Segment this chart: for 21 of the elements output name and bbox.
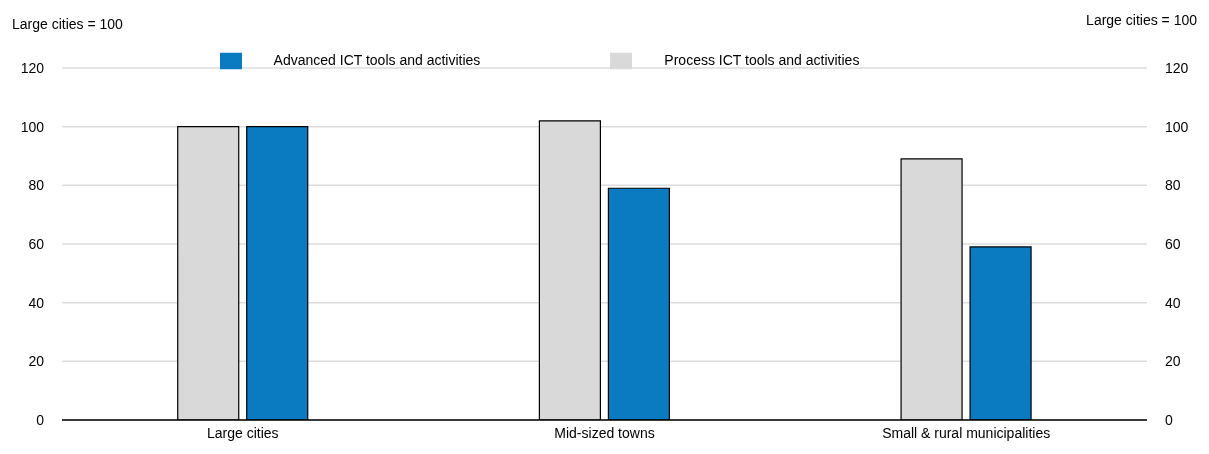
y2-tick-label: 60 bbox=[1165, 235, 1181, 252]
y-tick-label: 60 bbox=[28, 235, 45, 252]
y-tick-label: 80 bbox=[28, 177, 45, 194]
y-tick-label: 20 bbox=[28, 353, 45, 370]
legend-label: Advanced ICT tools and activities bbox=[273, 52, 481, 69]
y2-tick-label: 40 bbox=[1165, 294, 1181, 311]
y2-tick-label: 120 bbox=[1165, 59, 1189, 76]
x-tick-label: Large cities bbox=[207, 424, 279, 441]
y2-tick-label: 20 bbox=[1165, 353, 1181, 370]
y2-tick-label: 100 bbox=[1165, 118, 1189, 135]
y2-tick-label: 80 bbox=[1165, 177, 1181, 194]
y-tick-label: 40 bbox=[28, 294, 45, 311]
x-tick-label: Small & rural municipalities bbox=[882, 424, 1051, 441]
y-tick-label: 120 bbox=[20, 59, 45, 76]
x-tick-label: Mid-sized towns bbox=[554, 424, 655, 441]
legend-label: Process ICT tools and activities bbox=[664, 52, 860, 69]
y-axis-title: Large cities = 100 bbox=[12, 16, 123, 32]
y-tick-label: 0 bbox=[36, 411, 45, 428]
y-tick-label: 100 bbox=[20, 118, 45, 135]
y2-tick-label: 0 bbox=[1165, 411, 1173, 428]
y2-axis-title: Large cities = 100 bbox=[1086, 12, 1197, 28]
